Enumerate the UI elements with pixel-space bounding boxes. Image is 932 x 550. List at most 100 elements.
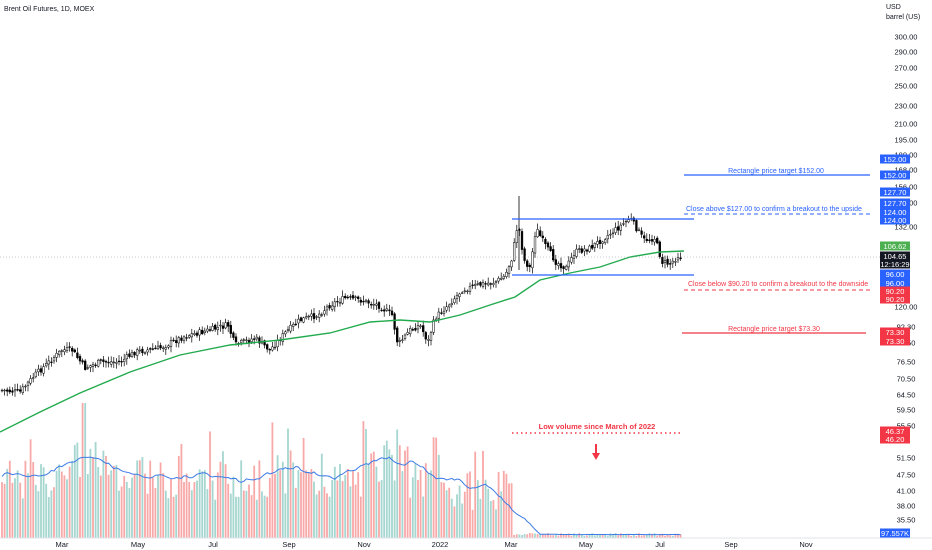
- price-tick-label: 47.50: [897, 471, 916, 480]
- volume-bar: [346, 468, 349, 538]
- volume-bar: [656, 535, 659, 538]
- volume-bar: [588, 534, 591, 538]
- candle: [16, 383, 19, 392]
- price-badge: [880, 278, 910, 288]
- volume-bar: [612, 535, 614, 538]
- volume-bar: [450, 498, 453, 538]
- volume-bar: [575, 534, 578, 538]
- candle: [458, 292, 461, 302]
- candle: [26, 380, 30, 392]
- candle: [362, 295, 365, 306]
- volume-bar: [253, 465, 256, 538]
- volume-bar: [372, 451, 375, 538]
- volume-bar: [58, 464, 61, 538]
- price-tick-label: 120.00: [895, 303, 918, 312]
- candle: [37, 364, 40, 377]
- volume-bar: [549, 535, 552, 538]
- candle: [393, 312, 396, 335]
- candle: [65, 342, 69, 353]
- candle: [364, 298, 368, 304]
- time-axis[interactable]: Mar May Jul Sep Nov 2022 Mar May Jul Sep Nov: [56, 540, 813, 549]
- volume-bar: [521, 534, 523, 538]
- candle: [484, 281, 487, 290]
- candle: [307, 314, 310, 321]
- candle: [487, 277, 490, 287]
- candle: [536, 223, 539, 238]
- volume-bar: [591, 533, 594, 538]
- volume-bar: [606, 535, 609, 538]
- volume-bar: [523, 534, 526, 538]
- candle: [169, 336, 173, 353]
- volume-bar: [37, 491, 40, 538]
- volume-bar: [120, 486, 123, 538]
- candle: [455, 291, 459, 305]
- volume-bar: [580, 534, 583, 538]
- volume-bar: [289, 450, 292, 538]
- candle: [518, 227, 521, 237]
- candle: [588, 244, 591, 253]
- volume-bar: [528, 533, 531, 538]
- volume-bar: [534, 533, 536, 538]
- candle: [349, 294, 352, 301]
- price-tick-label: 250.00: [895, 82, 918, 91]
- candle: [370, 301, 373, 309]
- volume-bar: [263, 495, 266, 538]
- volume-bar: [674, 534, 677, 538]
- volume-bar: [151, 477, 154, 538]
- volume-bar: [232, 476, 235, 538]
- candle: [357, 295, 360, 303]
- volume-bar: [248, 484, 250, 538]
- candle: [185, 333, 188, 342]
- volume-bar: [645, 534, 648, 538]
- candle: [284, 330, 287, 338]
- volume-bar: [318, 490, 321, 538]
- price-badge-label: 152.00: [884, 155, 907, 164]
- price-tick-label: 38.00: [897, 502, 916, 511]
- volume-bar: [333, 466, 336, 538]
- candle: [154, 345, 157, 350]
- volume-bar: [271, 422, 274, 538]
- volume-bar: [302, 437, 305, 538]
- candle: [637, 227, 641, 232]
- volume-bar: [261, 491, 263, 538]
- candle: [99, 358, 102, 365]
- volume-bar: [352, 470, 354, 538]
- candle: [102, 356, 105, 368]
- candle: [679, 252, 682, 261]
- price-tick-label: 76.50: [897, 358, 916, 367]
- price-badge-label: 96.00: [886, 279, 905, 288]
- volume-bar: [211, 480, 214, 538]
- candle: [286, 326, 290, 333]
- volume-bar: [552, 535, 555, 538]
- candle: [110, 356, 113, 368]
- candle: [554, 254, 557, 271]
- volume-bar: [422, 496, 425, 538]
- candle: [372, 298, 375, 310]
- volume-bar: [638, 533, 640, 538]
- volume-bar: [133, 474, 136, 538]
- volume-bar: [388, 449, 391, 538]
- volume-bar: [203, 470, 206, 538]
- volume-bar: [149, 460, 152, 538]
- candle: [8, 386, 11, 395]
- volume-bar: [206, 489, 209, 538]
- volume-bar: [565, 534, 568, 538]
- candle: [255, 333, 258, 342]
- time-tick-label: Nov: [357, 540, 371, 549]
- candle: [598, 236, 602, 250]
- candle: [442, 306, 446, 317]
- volume-bar: [437, 454, 440, 538]
- volume-bar: [125, 481, 128, 538]
- candle: [32, 372, 35, 383]
- candle: [390, 306, 394, 317]
- volume-bar: [276, 455, 279, 538]
- candle: [84, 359, 87, 371]
- volume-bar: [463, 491, 466, 538]
- volume-bar: [175, 494, 178, 538]
- candle: [0, 388, 4, 393]
- candle: [674, 258, 677, 267]
- volume-bar: [27, 473, 29, 538]
- price-badge-label: 12:16:29: [880, 260, 909, 269]
- volume-bar: [419, 469, 422, 538]
